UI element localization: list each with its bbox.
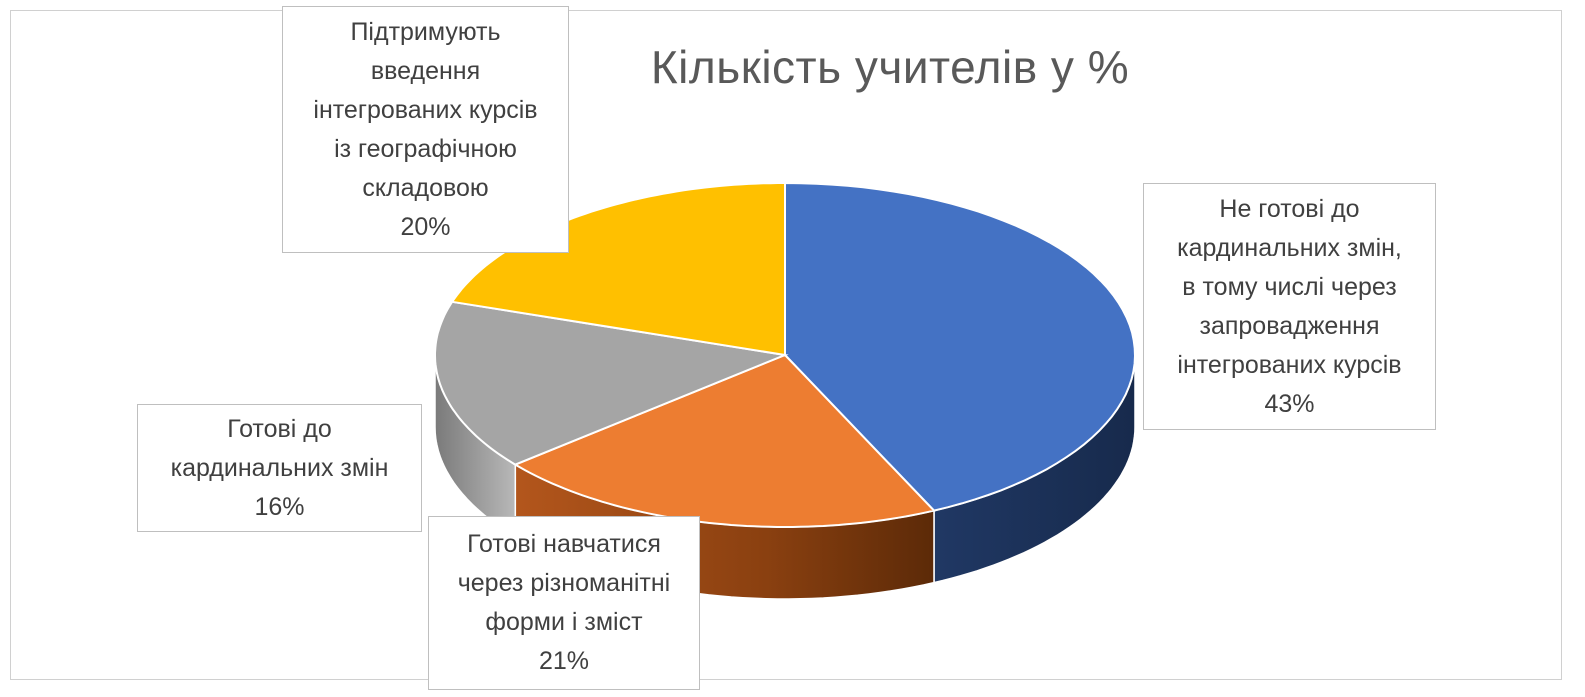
- data-label-text: через різноманітні: [457, 569, 671, 597]
- data-label-text: запровадження: [1199, 311, 1380, 340]
- chart-frame: [10, 10, 1562, 680]
- data-label-text: Не готові до: [1219, 194, 1360, 223]
- data-label: Готові до кардинальних змін 16%: [137, 404, 422, 532]
- pie-slice: [513, 353, 936, 528]
- pie-slice: [784, 181, 1137, 512]
- data-label: Підтримують введення інтегрованих курсів із…: [282, 6, 569, 253]
- data-label-text: із географічною: [334, 134, 517, 163]
- data-label-text: інтегрованих курсів: [313, 95, 538, 124]
- data-label-value: 16%: [254, 492, 305, 521]
- data-label-text: Готові навчатися: [467, 530, 661, 558]
- data-label-value: 20%: [400, 212, 451, 241]
- chart-title: Кількість учителів у %: [650, 41, 1130, 93]
- data-label-value: 21%: [538, 647, 590, 675]
- data-label-text: кардинальних змін,: [1177, 233, 1402, 262]
- pie-slice: [450, 182, 786, 357]
- data-label: Не готові до кардинальних змін, в тому чис…: [1143, 183, 1436, 430]
- data-label-text: Підтримують: [350, 17, 501, 46]
- data-label-value: 43%: [1264, 389, 1315, 418]
- data-label-text: інтегрованих курсів: [1177, 350, 1402, 379]
- data-label-text: складовою: [362, 173, 489, 202]
- data-label-text: кардинальних змін: [170, 453, 389, 482]
- data-label-text: введення: [370, 56, 481, 85]
- data-label-text: Готові до: [227, 414, 332, 443]
- data-label: Готові навчатися через різноманітні форми …: [428, 516, 700, 690]
- pie-slice: [434, 300, 789, 466]
- data-label-text: в тому числі через: [1182, 272, 1397, 301]
- data-label-text: форми і зміст: [485, 608, 643, 636]
